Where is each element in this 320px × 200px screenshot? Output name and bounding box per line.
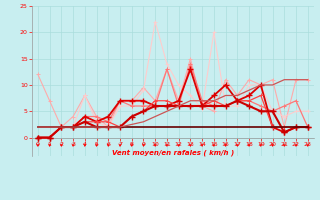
X-axis label: Vent moyen/en rafales ( km/h ): Vent moyen/en rafales ( km/h ) [112, 150, 234, 156]
